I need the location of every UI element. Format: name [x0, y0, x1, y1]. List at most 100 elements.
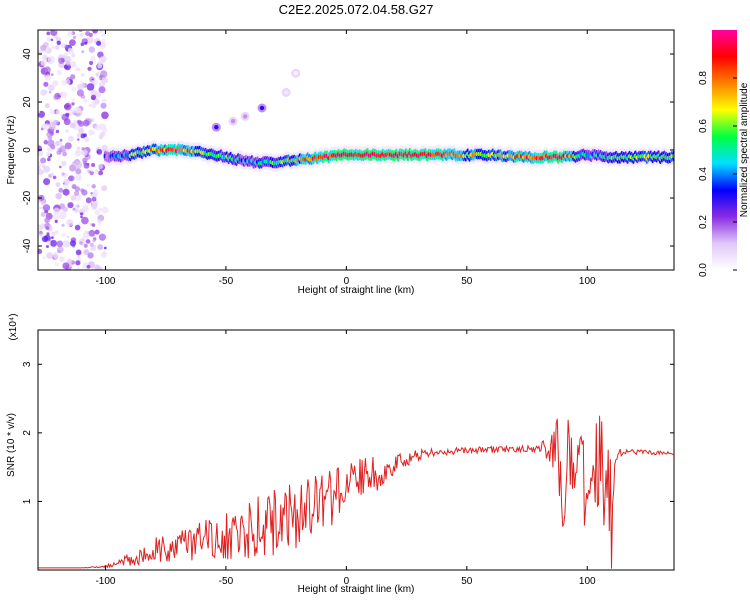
colorbar-label: Normalized spectral amplitude [739, 82, 750, 217]
noise-point [46, 245, 49, 248]
noise-point [55, 262, 60, 267]
noise-point [50, 239, 57, 247]
noise-point [51, 231, 56, 236]
snr-background [38, 330, 674, 570]
noise-point [40, 212, 46, 217]
noise-point [46, 31, 51, 36]
noise-point [100, 56, 105, 61]
noise-point [83, 162, 90, 169]
noise-point [69, 122, 76, 129]
noise-point [69, 164, 77, 172]
noise-point [55, 140, 61, 147]
noise-point [90, 102, 96, 107]
noise-point [53, 213, 61, 221]
noise-point [59, 138, 63, 142]
noise-point [84, 41, 88, 45]
noise-point [44, 66, 51, 74]
noise-point [74, 149, 82, 157]
noise-point [75, 168, 82, 175]
noise-points [38, 30, 109, 270]
noise-point [71, 53, 76, 58]
noise-point [77, 255, 80, 258]
noise-point [38, 109, 41, 114]
noise-point [73, 190, 80, 196]
noise-point [40, 89, 47, 96]
colorbar: 0.0 0.2 0.4 0.6 0.8 Normalized spectral ampl… [698, 30, 750, 277]
harmonic-blob [283, 90, 289, 95]
noise-point [88, 229, 96, 237]
noise-point [98, 170, 104, 176]
noise-point [88, 129, 95, 136]
noise-point [59, 145, 67, 153]
noise-point [94, 229, 100, 235]
snr-series-line [38, 415, 674, 569]
noise-point [68, 109, 75, 116]
noise-point [76, 89, 84, 97]
noise-point [83, 243, 88, 248]
noise-point [38, 249, 43, 254]
noise-point [98, 163, 104, 169]
snr-y-ticks: 1 2 3 [22, 361, 674, 504]
noise-point [72, 98, 75, 102]
noise-point [81, 189, 88, 196]
noise-point [43, 178, 51, 186]
noise-point [96, 40, 102, 46]
noise-point [85, 31, 91, 37]
noise-point [62, 206, 68, 212]
noise-point [82, 265, 86, 269]
noise-point [62, 240, 71, 248]
noise-point [50, 73, 54, 77]
colorbar-tick-label: 0.8 [698, 71, 709, 85]
noise-point [74, 224, 81, 231]
noise-point [47, 55, 56, 64]
noise-point [98, 221, 102, 226]
noise-point [38, 224, 43, 233]
x-tick-label: -50 [219, 576, 234, 587]
noise-point [98, 233, 106, 241]
colorbar-tick-label: 0.0 [698, 263, 709, 277]
noise-point [45, 74, 50, 79]
noise-point [46, 252, 53, 259]
noise-point [67, 48, 74, 55]
noise-point [38, 168, 44, 176]
noise-point [39, 230, 43, 235]
noise-point [97, 218, 101, 223]
noise-point [67, 202, 74, 209]
noise-point [56, 240, 64, 248]
harmonic-blobs [211, 68, 301, 132]
snr-x-ticks: -100 -50 0 50 100 [95, 330, 596, 587]
noise-point [52, 252, 59, 259]
noise-point [47, 139, 55, 147]
noise-point [80, 133, 86, 139]
noise-point [56, 40, 61, 45]
noise-point [43, 123, 50, 130]
noise-point [92, 239, 96, 243]
noise-point [100, 102, 107, 109]
noise-point [61, 233, 66, 238]
noise-point [102, 127, 108, 133]
noise-point [79, 241, 83, 245]
noise-point [66, 219, 74, 227]
x-tick-label: 100 [579, 576, 596, 587]
noise-point [85, 239, 91, 244]
y-tick-label: 1 [22, 498, 33, 504]
noise-point [59, 165, 62, 169]
noise-point [55, 192, 62, 200]
noise-point [98, 77, 101, 80]
noise-point [64, 142, 72, 150]
y-tick-label: 40 [22, 48, 33, 60]
noise-point [65, 79, 71, 85]
noise-point [90, 56, 96, 62]
noise-point [52, 175, 57, 180]
y-tick-label: 3 [22, 361, 33, 367]
harmonic-blob [259, 105, 265, 111]
noise-point [89, 60, 94, 66]
noise-point [75, 260, 81, 266]
noise-point [76, 107, 82, 114]
noise-point [74, 161, 83, 169]
noise-point [42, 204, 51, 212]
noise-point [97, 244, 104, 251]
colorbar-gradient [712, 30, 737, 270]
noise-point [91, 202, 98, 209]
